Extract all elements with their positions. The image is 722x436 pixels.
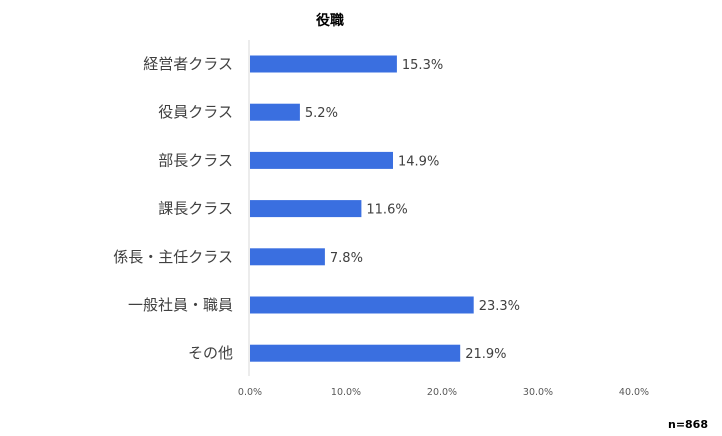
- bar-5: [250, 296, 474, 314]
- chart-title: 役職: [316, 12, 344, 29]
- value-label-1: 5.2%: [305, 106, 338, 121]
- bar-1: [250, 103, 300, 121]
- value-label-6: 21.9%: [465, 347, 506, 362]
- value-labels: 15.3% 5.2% 14.9% 11.6% 7.8% 23.3% 21.9%: [305, 58, 520, 362]
- bar-2: [250, 151, 393, 169]
- category-label-0: 経営者クラス: [143, 55, 233, 73]
- bars-group: [250, 55, 474, 362]
- value-label-3: 11.6%: [366, 203, 407, 218]
- sample-size-note: n=868: [668, 418, 708, 431]
- bar-4: [250, 248, 325, 266]
- x-tick-labels: 0.0% 10.0% 20.0% 30.0% 40.0%: [238, 387, 649, 398]
- category-label-2: 部長クラス: [158, 151, 233, 169]
- bar-3: [250, 200, 362, 218]
- value-label-0: 15.3%: [402, 58, 443, 73]
- x-tick-label-1: 10.0%: [331, 387, 361, 398]
- bar-6: [250, 344, 461, 362]
- value-label-4: 7.8%: [330, 251, 363, 266]
- value-label-2: 14.9%: [398, 154, 439, 169]
- x-tick-label-0: 0.0%: [238, 387, 262, 398]
- x-tick-label-3: 30.0%: [523, 387, 553, 398]
- category-label-6: その他: [188, 344, 233, 362]
- x-tick-label-2: 20.0%: [427, 387, 457, 398]
- category-label-5: 一般社員・職員: [128, 296, 233, 314]
- category-label-1: 役員クラス: [158, 103, 233, 121]
- x-tick-label-4: 40.0%: [619, 387, 649, 398]
- value-label-5: 23.3%: [479, 299, 520, 314]
- category-label-4: 係長・主任クラス: [113, 248, 233, 266]
- bar-0: [250, 55, 397, 73]
- category-label-3: 課長クラス: [158, 200, 233, 218]
